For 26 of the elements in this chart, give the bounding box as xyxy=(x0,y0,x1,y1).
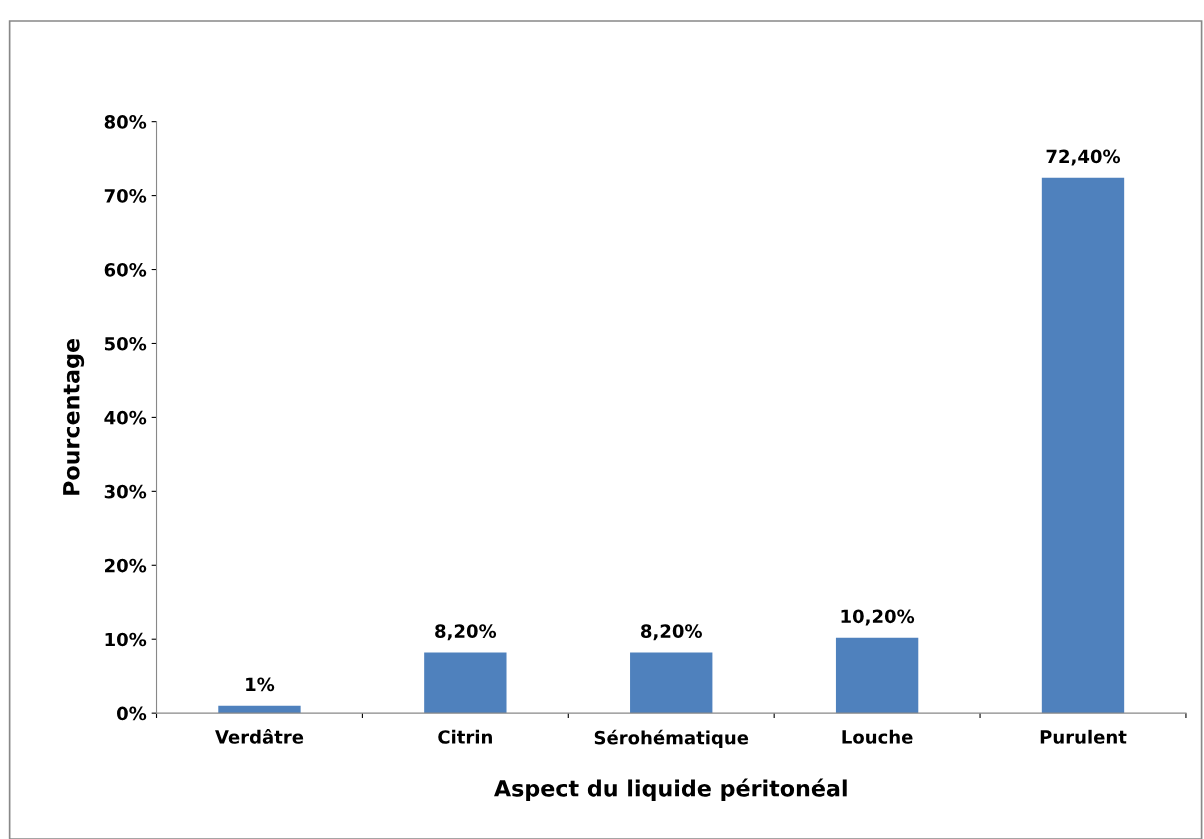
bar xyxy=(1041,177,1125,714)
data-label: 72,40% xyxy=(1046,149,1121,166)
x-tick-label: Sérohématique xyxy=(594,729,749,749)
y-tick-label: 0% xyxy=(117,706,147,721)
data-label: 8,20% xyxy=(641,624,702,641)
y-tick-label: 40% xyxy=(104,410,147,425)
y-tick-label: 10% xyxy=(105,632,147,647)
x-tick-label: Louche xyxy=(842,729,913,744)
bar xyxy=(424,652,507,714)
y-tick-label: 80% xyxy=(104,115,147,129)
y-tick-label: 30% xyxy=(104,484,147,499)
y-axis-title: Pourcentage xyxy=(63,338,85,495)
y-tick-label: 60% xyxy=(104,262,147,277)
data-label: 1% xyxy=(246,677,275,692)
data-label: 8,20% xyxy=(435,624,497,641)
bar xyxy=(630,652,713,714)
bar xyxy=(835,637,919,714)
data-label: 10,20% xyxy=(841,609,915,626)
x-tick-label: Citrin xyxy=(438,729,492,744)
x-axis-title: Aspect du liquide péritonéal xyxy=(494,778,847,801)
x-tick-label: Purulent xyxy=(1040,729,1127,744)
bar xyxy=(218,705,301,714)
x-tick-label: Verdâtre xyxy=(215,729,304,744)
y-tick-label: 20% xyxy=(105,558,147,573)
y-tick-label: 50% xyxy=(104,336,147,351)
y-tick-label: 70% xyxy=(104,189,147,203)
